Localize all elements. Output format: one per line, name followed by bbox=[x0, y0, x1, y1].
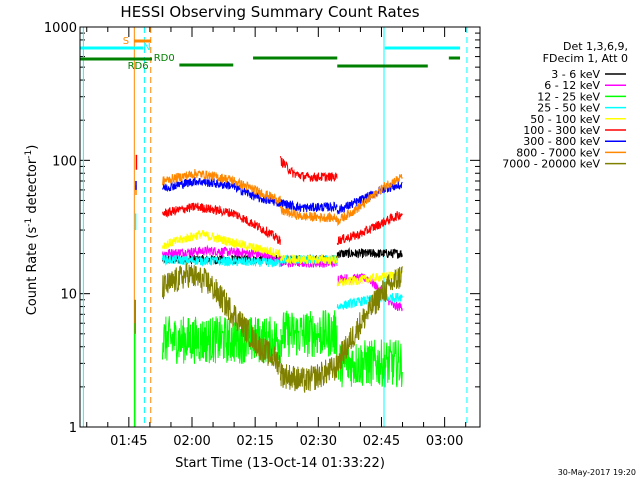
y-label-part-1: Count Rate (s bbox=[25, 227, 40, 316]
y-label-sup-2: -1 bbox=[24, 150, 34, 159]
x-tick-label: 02:00 bbox=[173, 434, 210, 449]
series-line bbox=[280, 309, 338, 358]
chart-title: HESSI Observing Summary Count Rates bbox=[120, 3, 419, 21]
series-line bbox=[336, 181, 403, 215]
series-line bbox=[162, 168, 281, 205]
x-tick-label: 03:00 bbox=[426, 434, 463, 449]
flag-label-s: S bbox=[123, 36, 129, 47]
series-line bbox=[279, 205, 338, 224]
x-tick-label: 01:45 bbox=[110, 434, 147, 449]
series-line bbox=[279, 354, 338, 393]
legend-label: 300 - 800 keV bbox=[523, 135, 600, 148]
series-line bbox=[162, 244, 281, 265]
y-label-part-2: detector bbox=[25, 158, 40, 218]
legend-label: 25 - 50 keV bbox=[537, 102, 600, 115]
series-line bbox=[336, 267, 403, 288]
y-tick-label: 100 bbox=[52, 154, 77, 169]
timestamp: 30-May-2017 19:20 bbox=[558, 468, 636, 477]
series-line bbox=[162, 230, 281, 258]
flag-label-rd0: RD0 bbox=[154, 53, 175, 64]
series-line bbox=[162, 202, 281, 245]
x-tick-label: 02:45 bbox=[363, 434, 400, 449]
legend-label: 50 - 100 keV bbox=[530, 113, 600, 126]
y-tick-label: 1 bbox=[69, 421, 77, 436]
x-tick-label: 02:30 bbox=[300, 434, 337, 449]
legend-label: 7000 - 20000 keV bbox=[502, 158, 600, 171]
flag-label-n: N bbox=[143, 42, 150, 53]
y-tick-label: 1000 bbox=[44, 21, 77, 36]
series-line bbox=[336, 266, 403, 371]
legend-label: 6 - 12 keV bbox=[544, 79, 600, 92]
flag-label-rd6: RD6 bbox=[128, 61, 149, 72]
legend-label: 12 - 25 keV bbox=[537, 90, 600, 103]
y-tick-label: 10 bbox=[60, 288, 77, 303]
y-axis-label: Count Rate (s-1 detector-1) bbox=[24, 145, 40, 316]
x-tick-label: 02:15 bbox=[236, 434, 273, 449]
legend-label: 100 - 300 keV bbox=[523, 124, 600, 137]
plot-frame bbox=[79, 26, 481, 428]
series-line bbox=[162, 254, 281, 268]
y-label-part-3: ) bbox=[25, 145, 40, 150]
series-line bbox=[336, 246, 403, 259]
y-label-sup-1: -1 bbox=[24, 218, 34, 227]
legend-label: 800 - 7000 keV bbox=[516, 146, 600, 159]
series-line bbox=[279, 253, 338, 265]
series-line bbox=[279, 155, 338, 183]
legend-header-line-2: FDecim 1, Att 0 bbox=[543, 52, 628, 65]
series-line bbox=[336, 211, 403, 245]
series-line bbox=[336, 173, 403, 227]
series-line bbox=[162, 262, 281, 375]
legend-header-line-1: Det 1,3,6,9, bbox=[563, 40, 628, 53]
series-line bbox=[279, 199, 338, 213]
x-axis-label: Start Time (13-Oct-14 01:33:22) bbox=[175, 456, 385, 471]
legend-label: 3 - 6 keV bbox=[551, 68, 600, 81]
